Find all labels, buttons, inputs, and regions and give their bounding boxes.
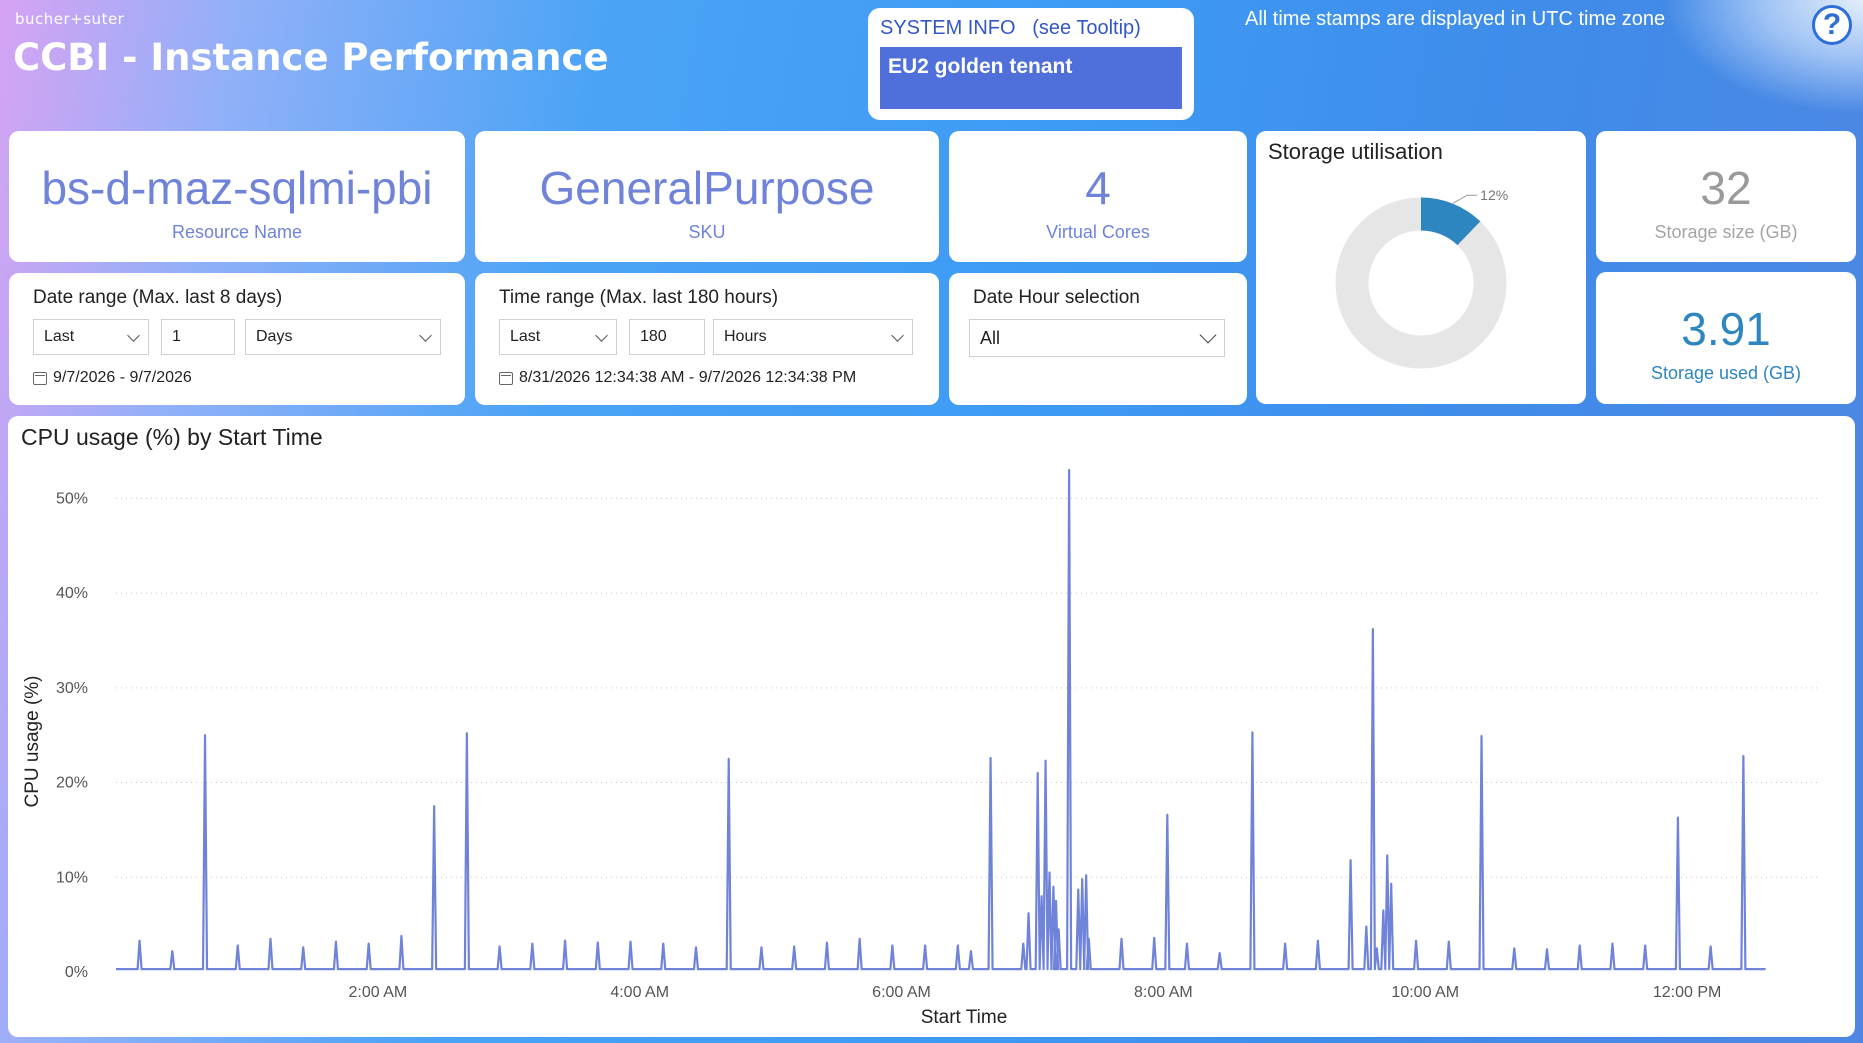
date-range-filter: Date range (Max. last 8 days) Last 1 Day… <box>9 273 465 405</box>
cpu-usage-series-line <box>116 468 1766 971</box>
time-range-heading: Time range (Max. last 180 hours) <box>499 287 779 308</box>
resource-name-value: bs-d-maz-sqlmi-pbi <box>41 162 433 214</box>
date-range-display: 9/7/2026 - 9/7/2026 <box>33 369 192 387</box>
time-range-filter: Time range (Max. last 180 hours) Last 18… <box>475 273 939 405</box>
x-tick-label: 4:00 AM <box>610 984 669 1001</box>
storage-size-card: 32 Storage size (GB) <box>1596 131 1856 262</box>
timezone-note: All time stamps are displayed in UTC tim… <box>1245 8 1666 30</box>
sku-value: GeneralPurpose <box>539 162 875 214</box>
date-hour-heading: Date Hour selection <box>973 287 1140 308</box>
x-tick-label: 12:00 PM <box>1653 984 1721 1001</box>
virtual-cores-label: Virtual Cores <box>1046 222 1150 242</box>
time-range-unit-dropdown[interactable]: Hours <box>713 319 913 355</box>
chart-title: CPU usage (%) by Start Time <box>21 424 323 450</box>
y-tick-label: 50% <box>56 490 88 507</box>
date-hour-value: All <box>980 327 1001 348</box>
page-title: CCBI - Instance Performance <box>13 36 609 79</box>
chevron-down-icon <box>891 328 904 342</box>
date-hour-filter: Date Hour selection All <box>949 273 1247 405</box>
brand-logo: bucher+suter <box>15 10 125 28</box>
date-range-unit-value: Days <box>256 328 293 345</box>
storage-donut-chart: 12% <box>1335 187 1508 369</box>
y-axis-title: CPU usage (%) <box>22 676 43 808</box>
storage-used-value: 3.91 <box>1681 303 1771 355</box>
cpu-usage-chart-card: CPU usage (%) by Start Time 0% 10% 20% 30% 4… <box>8 416 1855 1037</box>
donut-used-segment[interactable] <box>1420 197 1481 246</box>
storage-used-label: Storage used (GB) <box>1650 363 1802 383</box>
date-range-amount-input[interactable]: 1 <box>161 319 235 355</box>
date-range-mode-value: Last <box>44 328 75 345</box>
date-range-unit-dropdown[interactable]: Days <box>245 319 441 355</box>
resource-name-label: Resource Name <box>171 222 303 242</box>
donut-percent-label: 12% <box>1480 187 1508 203</box>
cpu-usage-line-chart[interactable]: 0% 10% 20% 30% 40% 50% 2:00 AM 4:00 AM 6:00 AM 8:… <box>8 416 1855 1037</box>
y-tick-label: 40% <box>56 585 88 602</box>
date-range-heading: Date range (Max. last 8 days) <box>33 287 283 308</box>
chevron-down-icon <box>127 328 140 342</box>
donut-label-leader <box>1452 194 1478 204</box>
virtual-cores-card: 4 Virtual Cores <box>949 131 1247 262</box>
sku-card: GeneralPurpose SKU <box>475 131 939 262</box>
time-range-text: 8/31/2026 12:34:38 AM - 9/7/2026 12:34:3… <box>519 369 857 386</box>
x-tick-label: 8:00 AM <box>1134 984 1193 1001</box>
time-range-display: 8/31/2026 12:34:38 AM - 9/7/2026 12:34:3… <box>499 369 856 387</box>
resource-name-card: bs-d-maz-sqlmi-pbi Resource Name <box>9 131 465 262</box>
y-tick-label: 0% <box>65 964 88 981</box>
x-axis-title: Start Time <box>921 1007 1008 1028</box>
storage-used-card: 3.91 Storage used (GB) <box>1596 272 1856 404</box>
chevron-down-icon <box>1199 326 1217 344</box>
storage-utilisation-title: Storage utilisation <box>1268 139 1443 164</box>
x-tick-label: 2:00 AM <box>348 984 407 1001</box>
time-range-mode-dropdown[interactable]: Last <box>499 319 617 355</box>
time-range-unit-value: Hours <box>724 328 767 345</box>
time-range-amount-input[interactable]: 180 <box>629 319 705 355</box>
chevron-down-icon <box>419 328 432 342</box>
system-info-panel[interactable]: SYSTEM INFO (see Tooltip) EU2 golden ten… <box>868 8 1194 120</box>
date-range-text: 9/7/2026 - 9/7/2026 <box>53 369 192 386</box>
system-info-heading: SYSTEM INFO (see Tooltip) <box>880 17 1141 39</box>
y-tick-label: 10% <box>56 869 88 886</box>
donut-free-segment <box>1335 197 1507 369</box>
storage-utilisation-card: Storage utilisation 12% <box>1256 131 1586 404</box>
date-hour-dropdown[interactable]: All <box>969 319 1225 357</box>
y-tick-label: 20% <box>56 775 88 792</box>
storage-size-label: Storage size (GB) <box>1654 222 1798 242</box>
y-tick-label: 30% <box>56 680 88 697</box>
sku-label: SKU <box>688 222 726 242</box>
virtual-cores-value: 4 <box>1085 162 1111 214</box>
help-icon[interactable]: ? <box>1812 5 1852 45</box>
calendar-icon <box>499 371 513 385</box>
x-tick-label: 6:00 AM <box>872 984 931 1001</box>
date-range-amount-value: 1 <box>172 328 181 345</box>
time-range-mode-value: Last <box>510 328 541 345</box>
calendar-icon <box>33 371 47 385</box>
tenant-name: EU2 golden tenant <box>880 47 1182 109</box>
x-tick-label: 10:00 AM <box>1391 984 1459 1001</box>
chevron-down-icon <box>595 328 608 342</box>
time-range-amount-value: 180 <box>640 328 667 345</box>
date-range-mode-dropdown[interactable]: Last <box>33 319 149 355</box>
storage-size-value: 32 <box>1700 162 1752 214</box>
